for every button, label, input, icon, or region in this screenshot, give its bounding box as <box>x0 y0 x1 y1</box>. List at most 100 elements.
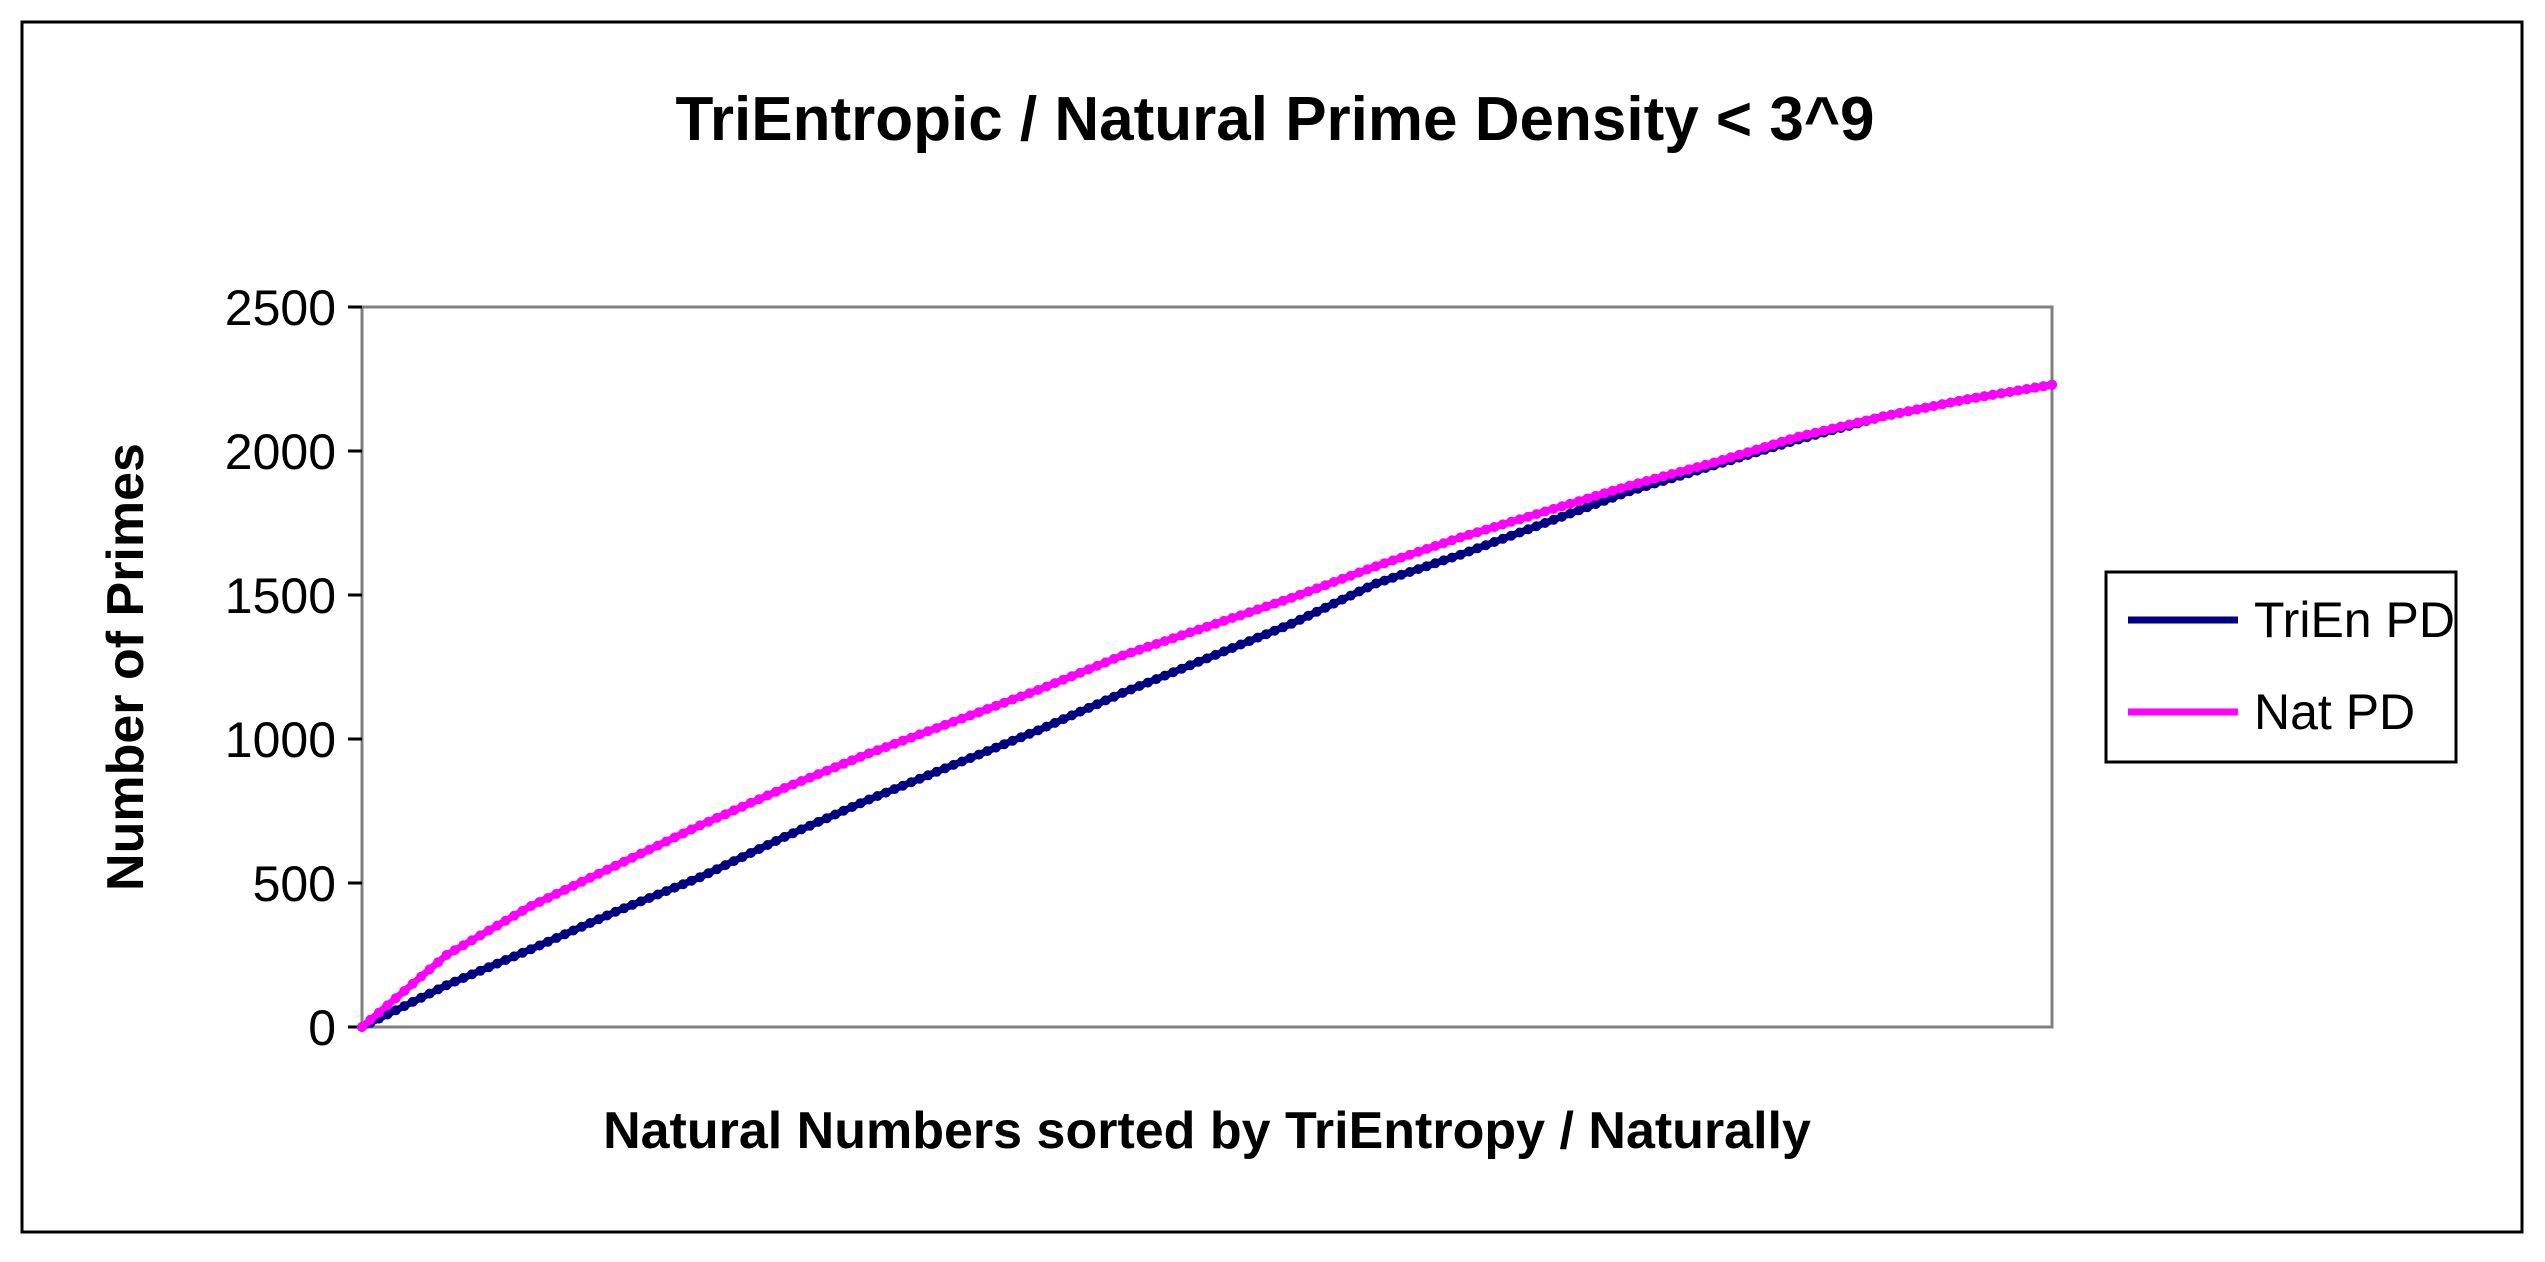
series-point <box>1371 578 1381 589</box>
series-point <box>982 746 993 757</box>
y-tick-label: 500 <box>253 856 336 912</box>
series-point <box>923 770 934 781</box>
series-point <box>1818 425 1829 436</box>
series-point <box>1556 501 1567 512</box>
series-point <box>720 860 731 871</box>
series-point <box>1024 728 1035 739</box>
series-point <box>1210 618 1221 629</box>
series-point <box>441 950 452 960</box>
series-point <box>821 813 832 824</box>
series-point <box>644 844 655 855</box>
series-point <box>1337 573 1348 584</box>
series-point <box>2038 381 2049 392</box>
series-point <box>669 882 680 893</box>
series-point <box>1869 413 1880 424</box>
series-point <box>559 884 570 895</box>
series-point <box>1430 558 1441 569</box>
series-point <box>1295 589 1305 600</box>
series-point <box>1658 471 1669 482</box>
series-point <box>1725 452 1736 463</box>
series-point <box>1269 598 1280 609</box>
series-point <box>1159 636 1170 647</box>
series-point <box>593 914 604 925</box>
series-point <box>931 766 942 777</box>
series-point <box>619 856 629 867</box>
series-point <box>1151 639 1162 649</box>
series-point <box>1244 607 1255 618</box>
series-point <box>804 772 815 783</box>
series-point <box>1252 632 1263 643</box>
series-point <box>703 816 714 827</box>
series-point <box>373 1007 384 1018</box>
series-point <box>1311 583 1322 594</box>
series-point <box>1421 561 1432 572</box>
series-point <box>1894 408 1905 418</box>
series-point <box>1886 409 1897 420</box>
series-point <box>1286 592 1297 603</box>
series-point <box>771 836 781 846</box>
series-point <box>1506 530 1517 541</box>
series-point <box>1202 621 1212 632</box>
series-point <box>847 755 858 766</box>
series-point <box>1742 447 1753 458</box>
series-point <box>1700 459 1711 470</box>
series-point <box>1404 567 1415 577</box>
series-point <box>1793 431 1804 442</box>
series-point <box>1599 495 1610 506</box>
series-point <box>1109 691 1119 702</box>
series-point <box>1430 541 1441 551</box>
plot-area <box>360 305 2054 1029</box>
series-point <box>678 828 689 839</box>
series-point <box>483 925 494 936</box>
series-point <box>1768 439 1779 450</box>
series-point <box>1244 636 1255 647</box>
series-point <box>416 992 427 1003</box>
series-point <box>424 964 435 975</box>
series-point <box>1404 549 1415 560</box>
series-point <box>1311 606 1322 617</box>
series-point <box>635 848 646 859</box>
series-point <box>864 748 874 759</box>
series-point <box>669 832 680 843</box>
series-point <box>973 749 984 760</box>
series-point <box>2021 384 2032 395</box>
series-point <box>534 897 545 907</box>
series-point <box>1252 604 1263 615</box>
series-point <box>1928 401 1939 412</box>
series-point <box>847 802 858 812</box>
series-point <box>1548 514 1559 525</box>
series-point <box>1421 543 1432 554</box>
series-point <box>2004 387 2015 397</box>
series-point <box>1354 567 1365 578</box>
series-point <box>399 986 410 996</box>
series-point <box>880 787 891 798</box>
series-point <box>1371 561 1381 572</box>
series-point <box>407 996 418 1007</box>
series-point <box>737 801 748 812</box>
series-point <box>1049 717 1060 728</box>
series-point <box>1582 493 1593 504</box>
series-point <box>762 790 773 801</box>
series-group <box>357 379 2057 1032</box>
series-point <box>551 888 562 899</box>
series-point <box>492 958 503 969</box>
series-point <box>1590 490 1601 501</box>
series-point <box>813 816 824 827</box>
series-point <box>889 738 900 749</box>
series-point <box>1151 674 1162 685</box>
series-point <box>1489 537 1500 547</box>
series-point <box>1295 614 1305 625</box>
series-point <box>1759 442 1770 452</box>
series-point <box>762 840 773 850</box>
series-point <box>1514 527 1525 538</box>
series-point <box>1641 476 1652 486</box>
series-point <box>1261 629 1272 640</box>
series-point <box>1379 558 1390 569</box>
series-point <box>1945 397 1956 408</box>
series-point <box>973 707 984 718</box>
series-point <box>711 812 722 823</box>
series-point <box>1523 511 1534 522</box>
series-point <box>957 756 967 767</box>
series-point <box>1751 444 1762 455</box>
